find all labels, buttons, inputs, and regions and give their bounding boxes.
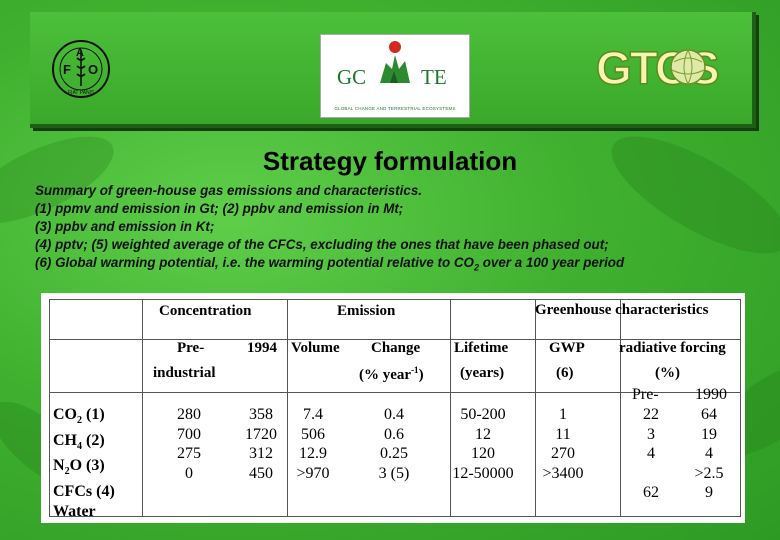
summary-line: (1) ppmv and emission in Gt; (2) ppbv an…	[35, 201, 404, 216]
summary-line-tail: over a 100 year period	[479, 255, 625, 270]
summary-line: (3) ppbv and emission in Kt;	[35, 219, 215, 234]
subheader-lifetime: Lifetime	[454, 340, 509, 356]
subheader-industrial: industrial	[153, 365, 216, 381]
gas-column: CO2 (1) CH4 (2) N2O (3) CFCs (4) Water	[53, 405, 115, 521]
fao-letter-a: A	[76, 47, 84, 59]
fao-logo: F A O FIAT PANIS	[52, 40, 110, 98]
gtos-logo: GTOS	[595, 41, 720, 94]
gcte-left-text: GC	[337, 65, 367, 89]
subheader-volume: Volume	[291, 340, 340, 356]
gas-name: CFCs (4)	[53, 483, 115, 501]
column-rf-1990: 64 19 4 >2.5 9	[694, 406, 724, 501]
gcte-tree-icon	[380, 41, 410, 83]
logo-banner: F A O FIAT PANIS GC TE GLOBAL CHANGE AND…	[30, 12, 756, 128]
subheader-gwp: GWP	[549, 340, 585, 356]
fao-motto: FIAT PANIS	[68, 90, 95, 96]
summary-text: Summary of green-house gas emissions and…	[35, 182, 775, 277]
summary-line: (4) pptv; (5) weighted average of the CF…	[35, 237, 609, 252]
gas-name: CH4 (2)	[53, 431, 105, 452]
gas-name: CO2 (1)	[53, 406, 105, 427]
summary-subscript: 2	[473, 262, 479, 273]
column-pre-industrial: 280 700 275 0	[177, 406, 201, 482]
column-1994: 358 1720 312 450	[245, 406, 277, 482]
fao-letter-f: F	[63, 62, 71, 77]
rf-1990-label: 1990	[695, 386, 727, 403]
summary-line: Summary of green-house gas emissions and…	[35, 183, 422, 198]
subheader-pre: Pre-	[177, 340, 205, 356]
subheader-gwp-unit: (6)	[556, 365, 574, 381]
gcte-right-text: TE	[421, 65, 447, 89]
column-change: 0.4 0.6 0.25 3 (5)	[378, 406, 410, 482]
subheader-change-unit: (% year-1)	[359, 365, 424, 383]
rf-pre-label: Pre-	[632, 386, 659, 403]
subheader-rf-unit: (%)	[655, 365, 680, 381]
column-rf-pre: 22 3 4 62	[643, 406, 659, 501]
fao-letter-o: O	[88, 62, 98, 77]
gcte-subtitle: GLOBAL CHANGE AND TERRESTRIAL ECOSYSTEMS	[334, 106, 456, 111]
subheader-lifetime-unit: (years)	[460, 365, 505, 381]
header-greenhouse: Greenhouse characteristics	[535, 302, 709, 318]
column-gwp: 1 11 270 >3400	[542, 406, 584, 482]
column-lifetime: 50-200 12 120 12-50000	[452, 406, 514, 482]
column-volume: 7.4 506 12.9 >970	[296, 406, 330, 482]
emissions-table: Concentration Emission Greenhouse charac…	[41, 293, 745, 523]
subheader-rf: radiative forcing	[619, 340, 726, 356]
summary-line-text: (6) Global warming potential, i.e. the w…	[35, 255, 474, 270]
page-title: Strategy formulation	[262, 146, 518, 176]
gtos-globe-icon	[670, 49, 706, 85]
gas-name: Water	[53, 502, 96, 520]
subheader-1994: 1994	[247, 340, 277, 356]
summary-line: (6) Global warming potential, i.e. the w…	[35, 254, 775, 277]
subheader-change: Change	[371, 340, 421, 356]
gcte-logo: GC TE GLOBAL CHANGE AND TERRESTRIAL ECOS…	[320, 34, 470, 118]
header-emission: Emission	[337, 303, 396, 319]
header-concentration: Concentration	[159, 303, 252, 319]
gas-name: N2O (3)	[53, 457, 105, 478]
